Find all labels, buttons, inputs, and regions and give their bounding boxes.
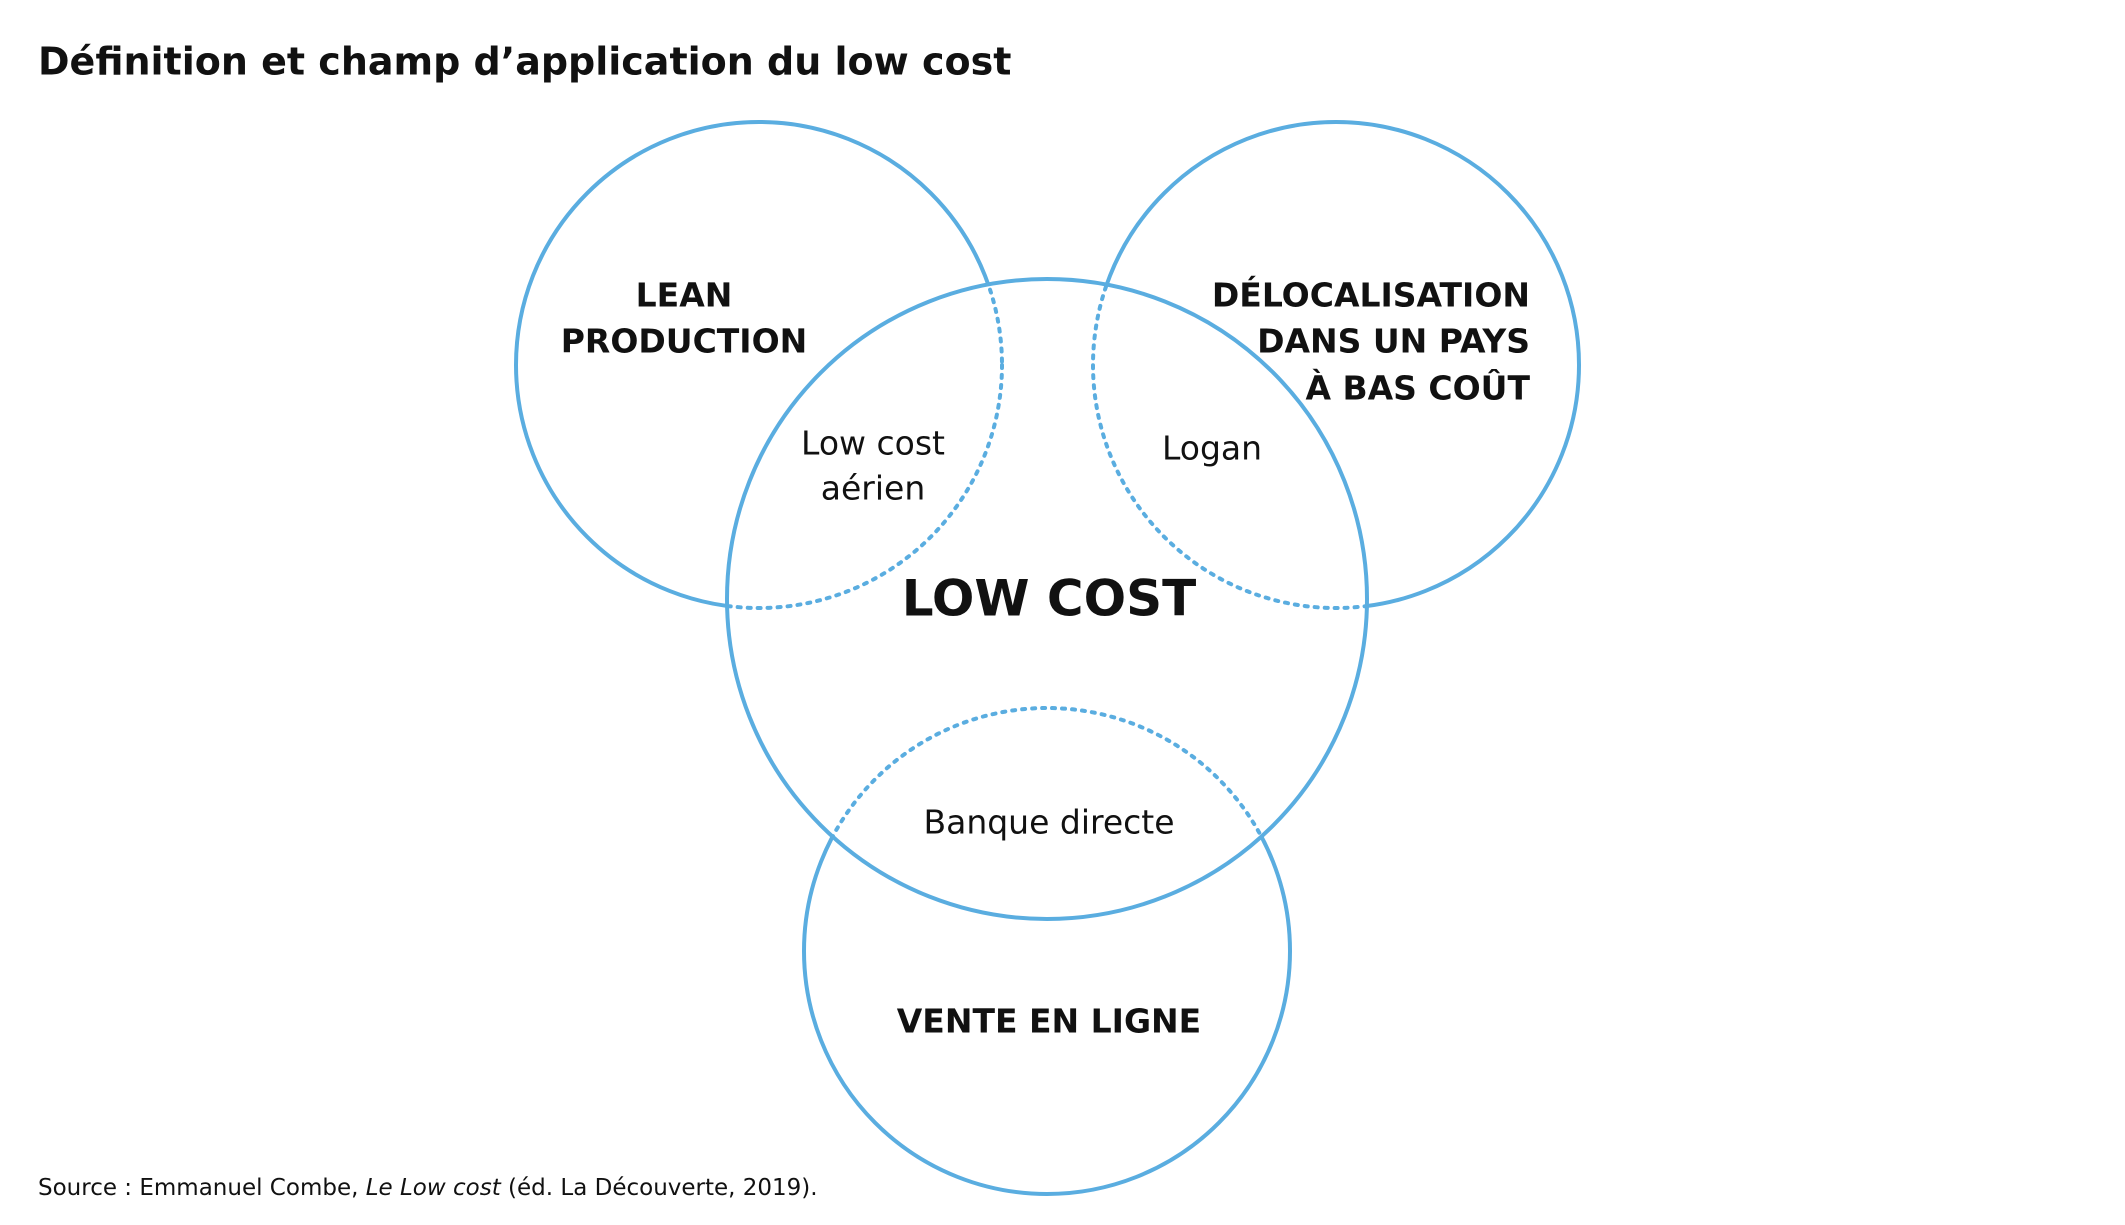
- intersection-label: Logan: [1162, 429, 1262, 468]
- circle-label: À BAS COÛT: [1305, 368, 1530, 408]
- circle-label: DÉLOCALISATION: [1212, 275, 1530, 315]
- title: Définition et champ d’application du low…: [38, 40, 1011, 84]
- center-label: LOW COST: [902, 570, 1196, 628]
- intersection-label: aérien: [821, 469, 925, 508]
- circle-label: PRODUCTION: [561, 322, 808, 361]
- source-book: Le Low cost: [366, 1175, 502, 1201]
- relocation-circle-overlap: [1091, 279, 1367, 610]
- circle-label: LEAN: [636, 276, 733, 315]
- circles: [514, 120, 1581, 1196]
- online-circle-overlap: [802, 706, 1292, 919]
- center-circle: [725, 277, 1369, 921]
- lean-circle: [514, 120, 1004, 610]
- relocation-circle: [1091, 120, 1581, 610]
- circle-label: VENTE EN LIGNE: [897, 1002, 1201, 1041]
- source-suffix: (éd. La Découverte, 2019).: [501, 1175, 818, 1201]
- circle-label: DANS UN PAYS: [1257, 322, 1530, 361]
- source: Source : Emmanuel Combe, Le Low cost (éd…: [38, 1175, 818, 1201]
- source-prefix: Source : Emmanuel Combe,: [38, 1175, 366, 1201]
- intersection-label: Banque directe: [923, 803, 1174, 842]
- online-circle: [802, 706, 1292, 1196]
- lean-circle-overlap: [727, 279, 1004, 610]
- intersection-label: Low cost: [801, 424, 945, 463]
